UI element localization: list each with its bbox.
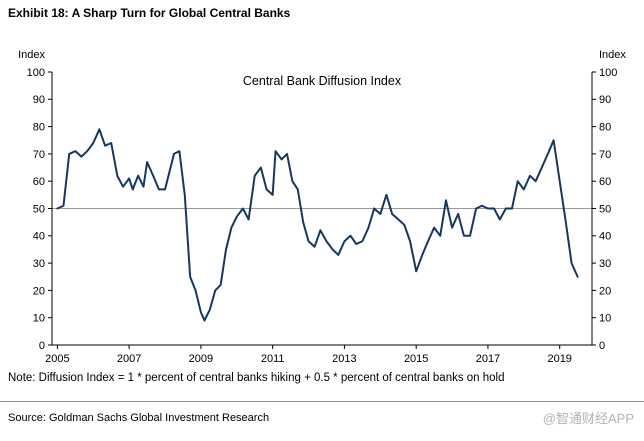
svg-text:0: 0 (39, 340, 45, 352)
svg-text:10: 10 (33, 313, 45, 325)
svg-text:70: 70 (599, 149, 611, 161)
svg-text:60: 60 (33, 176, 45, 188)
svg-text:20: 20 (599, 285, 611, 297)
svg-text:2009: 2009 (189, 353, 213, 365)
svg-text:60: 60 (599, 176, 611, 188)
footer-divider (0, 401, 644, 402)
svg-text:20: 20 (33, 285, 45, 297)
svg-text:2015: 2015 (404, 353, 428, 365)
svg-text:30: 30 (599, 258, 611, 270)
svg-text:2007: 2007 (117, 353, 141, 365)
chart-note: Note: Diffusion Index = 1 * percent of c… (8, 372, 505, 384)
svg-text:100: 100 (599, 67, 617, 79)
svg-text:Central Bank Diffusion Index: Central Bank Diffusion Index (243, 74, 402, 88)
svg-text:80: 80 (33, 121, 45, 133)
source-text: Source: Goldman Sachs Global Investment … (8, 412, 270, 424)
svg-text:70: 70 (33, 149, 45, 161)
svg-text:Index: Index (18, 49, 45, 61)
svg-text:90: 90 (33, 94, 45, 106)
svg-text:2013: 2013 (332, 353, 356, 365)
diffusion-line-chart: 0 0 10 10 20 20 30 30 40 40 50 50 60 60 70 70 80 80 90 90 10… (18, 49, 626, 365)
svg-text:30: 30 (33, 258, 45, 270)
svg-text:40: 40 (33, 231, 45, 243)
svg-text:90: 90 (599, 94, 611, 106)
svg-text:2019: 2019 (547, 353, 571, 365)
svg-text:0: 0 (599, 340, 605, 352)
svg-text:50: 50 (599, 203, 611, 215)
exhibit-title: Exhibit 18: A Sharp Turn for Global Cent… (8, 6, 291, 20)
watermark-text: @智通财经APP (542, 411, 634, 426)
svg-text:100: 100 (27, 67, 45, 79)
svg-text:2005: 2005 (45, 353, 69, 365)
svg-text:2017: 2017 (476, 353, 500, 365)
svg-text:10: 10 (599, 313, 611, 325)
svg-text:2011: 2011 (261, 353, 285, 365)
svg-text:Index: Index (599, 49, 626, 61)
svg-text:80: 80 (599, 121, 611, 133)
svg-text:50: 50 (33, 203, 45, 215)
svg-text:40: 40 (599, 231, 611, 243)
